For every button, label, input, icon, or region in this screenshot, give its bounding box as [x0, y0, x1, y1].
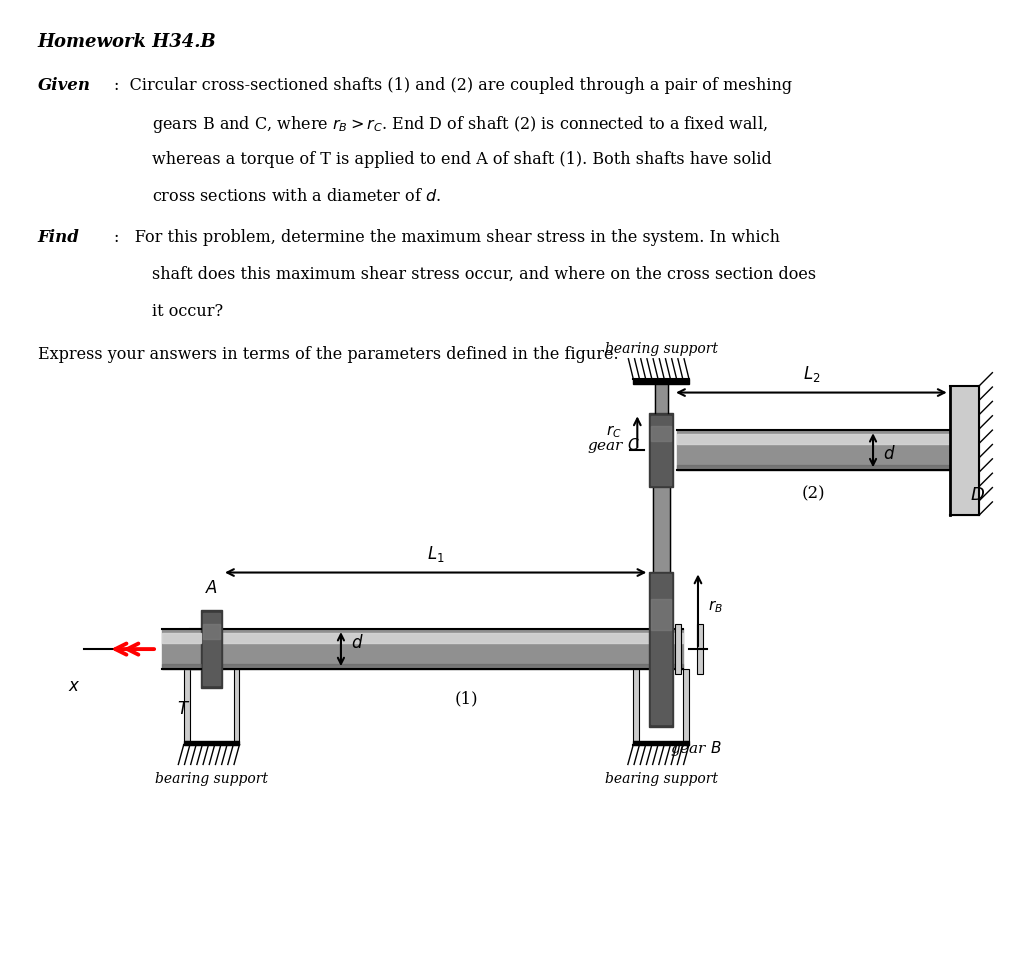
- Bar: [677, 434, 949, 444]
- Text: it occur?: it occur?: [152, 303, 223, 320]
- Text: $A$: $A$: [205, 580, 218, 598]
- Bar: [697, 624, 702, 674]
- Text: cross sections with a diameter of $d$.: cross sections with a diameter of $d$.: [152, 188, 441, 205]
- Bar: [649, 571, 673, 726]
- Bar: [683, 669, 689, 741]
- Bar: [633, 379, 689, 383]
- Text: gear $C$: gear $C$: [587, 436, 639, 455]
- Bar: [189, 664, 683, 669]
- Bar: [162, 633, 201, 643]
- Bar: [189, 633, 683, 643]
- Text: gears B and C, where $r_B > r_C$. End D of shaft (2) is connected to a fixed wal: gears B and C, where $r_B > r_C$. End D …: [152, 114, 768, 135]
- Bar: [651, 426, 671, 441]
- Text: :   For this problem, determine the maximum shear stress in the system. In which: : For this problem, determine the maximu…: [114, 229, 780, 247]
- Bar: [949, 385, 979, 514]
- Text: (2): (2): [802, 485, 825, 502]
- Text: $d$: $d$: [351, 634, 364, 652]
- Bar: [203, 612, 220, 685]
- Bar: [654, 383, 668, 414]
- Text: Given: Given: [38, 77, 90, 94]
- Text: Express your answers in terms of the parameters defined in the figure.: Express your answers in terms of the par…: [38, 346, 618, 363]
- Bar: [183, 669, 189, 741]
- Text: $L_1$: $L_1$: [427, 544, 444, 564]
- Text: bearing support: bearing support: [156, 772, 268, 786]
- Text: Homework H34.B: Homework H34.B: [38, 32, 216, 51]
- Bar: [677, 466, 949, 470]
- Bar: [675, 624, 681, 674]
- Text: bearing support: bearing support: [605, 342, 718, 356]
- Text: $r_B$: $r_B$: [708, 598, 723, 614]
- Bar: [162, 629, 201, 669]
- Bar: [651, 574, 671, 724]
- Text: $D$: $D$: [970, 486, 984, 504]
- Text: gear $B$: gear $B$: [671, 739, 722, 758]
- Bar: [183, 741, 240, 745]
- Bar: [649, 414, 673, 487]
- Bar: [651, 416, 671, 484]
- Text: bearing support: bearing support: [605, 772, 718, 786]
- Bar: [162, 664, 201, 669]
- Text: whereas a torque of T is applied to end A of shaft (1). Both shafts have solid: whereas a torque of T is applied to end …: [152, 151, 772, 168]
- Text: $r_C$: $r_C$: [606, 423, 622, 440]
- Bar: [651, 599, 671, 630]
- Bar: [652, 487, 670, 607]
- Text: (1): (1): [455, 691, 478, 708]
- Text: $d$: $d$: [883, 445, 896, 464]
- Bar: [189, 629, 683, 669]
- Text: $T$: $T$: [177, 701, 190, 717]
- Bar: [233, 669, 240, 741]
- Text: $L_2$: $L_2$: [803, 364, 820, 383]
- Text: $x$: $x$: [69, 678, 81, 696]
- Text: shaft does this maximum shear stress occur, and where on the cross section does: shaft does this maximum shear stress occ…: [152, 267, 816, 283]
- Bar: [633, 669, 639, 741]
- Text: :  Circular cross-sectioned shafts (1) and (2) are coupled through a pair of mes: : Circular cross-sectioned shafts (1) an…: [114, 77, 793, 94]
- Bar: [633, 741, 689, 745]
- Bar: [201, 611, 222, 688]
- Bar: [677, 430, 949, 470]
- Text: Find: Find: [38, 229, 80, 247]
- Bar: [203, 624, 220, 639]
